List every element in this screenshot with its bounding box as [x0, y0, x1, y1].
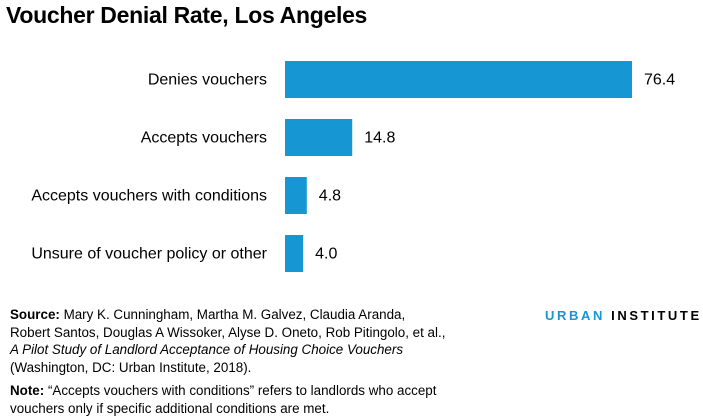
source-line-2: Robert Santos, Douglas A Wissoker, Alyse…	[10, 324, 446, 340]
bar	[285, 235, 304, 272]
bar	[285, 119, 353, 156]
note-text: “Accepts vouchers with conditions” refer…	[10, 383, 437, 416]
source-label: Source:	[10, 307, 60, 322]
chart-title: Voucher Denial Rate, Los Angeles	[6, 2, 368, 28]
category-label: Denies vouchers	[148, 72, 267, 89]
value-label: 76.4	[644, 72, 675, 89]
value-label: 14.8	[364, 130, 395, 147]
source-line-4: (Washington, DC: Urban Institute, 2018).	[10, 359, 252, 375]
footer: Source: Mary K. Cunningham, Martha M. Ga…	[10, 306, 490, 417]
bar	[285, 177, 307, 214]
category-label: Accepts vouchers with conditions	[31, 188, 267, 205]
source-note: Source: Mary K. Cunningham, Martha M. Ga…	[10, 306, 490, 376]
bar-chart: Denies vouchers 76.4 Accepts vouchers 14.8 A…	[31, 61, 675, 272]
value-label: 4.0	[315, 246, 337, 263]
value-label: 4.8	[319, 188, 341, 205]
logo-institute: INSTITUTE	[604, 308, 702, 323]
category-label: Accepts vouchers	[141, 130, 267, 147]
note-label: Note:	[10, 383, 45, 398]
logo-urban: URBAN	[545, 308, 605, 323]
source-title: A Pilot Study of Landlord Acceptance of …	[10, 342, 404, 357]
category-label: Unsure of voucher policy or other	[31, 246, 267, 263]
urban-institute-logo: URBAN INSTITUTE	[545, 308, 702, 323]
note: Note: “Accepts vouchers with conditions”…	[10, 382, 490, 417]
bar	[285, 61, 632, 98]
source-line-1: Mary K. Cunningham, Martha M. Galvez, Cl…	[59, 307, 406, 322]
